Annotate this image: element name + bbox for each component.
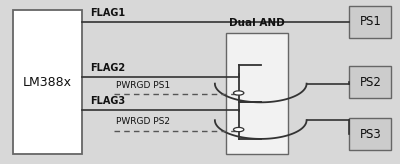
FancyBboxPatch shape xyxy=(226,33,288,154)
Text: PWRGD PS1: PWRGD PS1 xyxy=(116,81,170,90)
Circle shape xyxy=(234,91,244,95)
Text: PS1: PS1 xyxy=(360,15,381,28)
Text: Dual AND: Dual AND xyxy=(229,19,285,29)
Text: PS3: PS3 xyxy=(360,128,381,141)
Text: FLAG1: FLAG1 xyxy=(90,8,126,18)
Circle shape xyxy=(234,127,244,132)
Text: FLAG2: FLAG2 xyxy=(90,63,126,73)
Text: PWRGD PS2: PWRGD PS2 xyxy=(116,117,170,126)
Text: PS2: PS2 xyxy=(360,75,381,89)
FancyBboxPatch shape xyxy=(350,6,391,38)
FancyBboxPatch shape xyxy=(13,10,82,154)
Text: LM388x: LM388x xyxy=(23,75,72,89)
FancyBboxPatch shape xyxy=(350,118,391,150)
FancyBboxPatch shape xyxy=(350,66,391,98)
Text: FLAG3: FLAG3 xyxy=(90,96,126,106)
